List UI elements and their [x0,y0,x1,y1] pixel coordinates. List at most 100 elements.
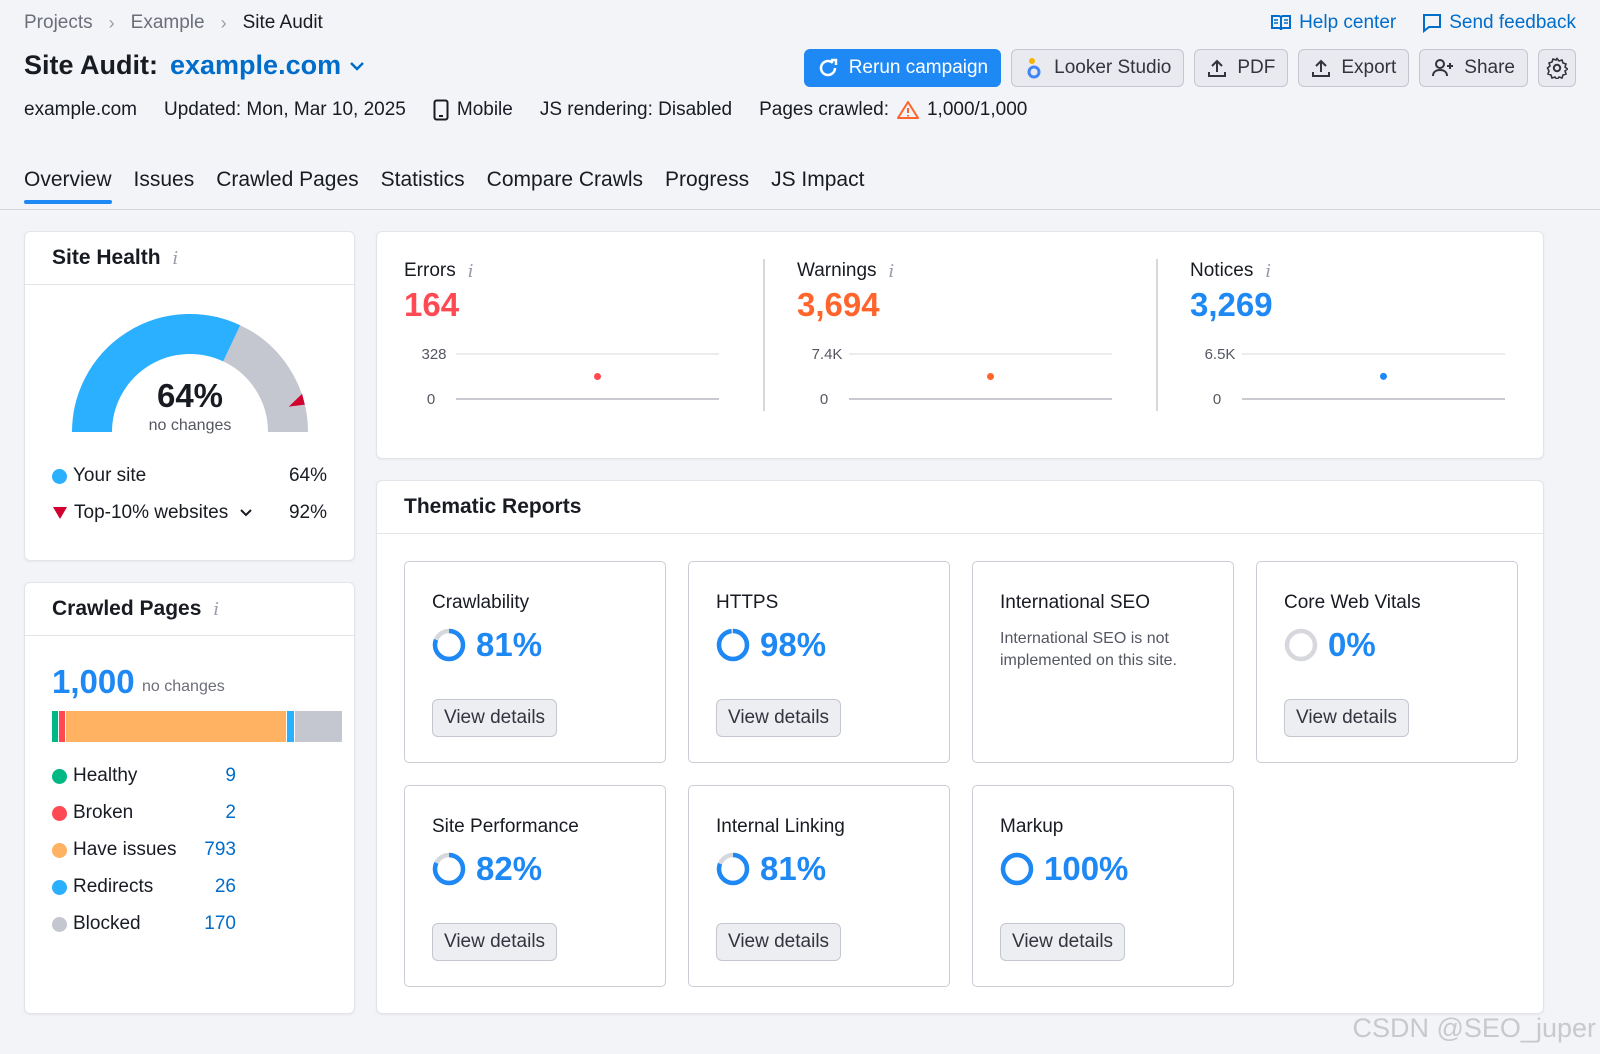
legend-dot [52,916,67,932]
legend-value[interactable]: 793 [204,839,236,860]
report-international-seo: International SEO International SEO is no… [972,561,1234,763]
triangle-down-icon [53,507,67,519]
breadcrumb-projects[interactable]: Projects [24,12,93,33]
legend-row-healthy: Healthy 9 [52,765,236,787]
view-details-button[interactable]: View details [1000,923,1126,961]
rerun-label: Rerun campaign [848,57,989,78]
legend-row-have-issues: Have issues 793 [52,839,236,861]
domain-selector[interactable]: example.com [170,50,342,80]
data-point[interactable] [987,373,994,380]
info-icon[interactable]: i [1265,260,1272,282]
view-details-button[interactable]: View details [1284,699,1410,737]
metric-value[interactable]: 164 [404,286,460,323]
metric-label: Notices [1190,260,1254,281]
meta-device: Mobile [433,99,513,121]
progress-ring [1000,852,1034,886]
toolbar: Rerun campaign Looker Studio PDF Export … [803,49,1576,87]
metric-label: Warnings [797,260,877,281]
y-max-label: 328 [421,346,446,363]
breadcrumb: Projects › Example › Site Audit [24,12,323,34]
view-details-button[interactable]: View details [716,923,842,961]
crawled-pages-header: Crawled Pages i [25,583,354,636]
report-title: HTTPS [716,592,779,613]
tab-progress[interactable]: Progress [665,168,750,191]
legend-top-websites: Top-10% websites 92% [52,502,327,524]
report-value: 81% [476,626,543,663]
report-title: Markup [1000,816,1064,837]
watermark: CSDN @SEO_juper [1352,1013,1597,1043]
report-value: 81% [760,850,827,887]
legend-row-broken: Broken 2 [52,802,236,824]
help-links: Help center Send feedback [1270,12,1576,34]
thematic-reports-header: Thematic Reports [377,481,1543,534]
info-icon[interactable]: i [172,247,179,269]
gear-icon [1546,57,1568,79]
refresh-icon [819,58,837,77]
settings-button[interactable] [1538,49,1576,87]
report-crawlability: Crawlability 81% View details [404,561,666,763]
report-description: International SEO is not implemented on … [1000,630,1177,669]
view-details-button[interactable]: View details [716,699,842,737]
your-site-dot [52,468,67,484]
info-icon[interactable]: i [213,598,220,620]
share-button[interactable]: Share [1419,49,1528,87]
thematic-reports-card: Thematic Reports Crawlability 81% View det… [376,480,1544,1014]
view-details-button[interactable]: View details [432,923,558,961]
legend-value[interactable]: 9 [225,765,236,786]
legend-value[interactable]: 26 [214,876,236,897]
legend-label: Redirects [73,876,154,897]
site-health-gauge: 64% no changes [72,314,308,434]
tab-overview[interactable]: Overview [24,168,112,204]
legend-row-redirects: Redirects 26 [52,876,236,898]
tab-compare-crawls[interactable]: Compare Crawls [486,168,644,191]
report-core-web-vitals: Core Web Vitals 0% View details [1256,561,1518,763]
looker-studio-button[interactable]: Looker Studio [1011,49,1185,87]
tab-statistics[interactable]: Statistics [380,168,465,191]
report-value: 82% [476,850,543,887]
chevron-down-icon[interactable] [349,60,365,72]
meta-js-rendering: JS rendering: Disabled [539,99,733,120]
metric-warnings: Warnings i 3,694 7.4K 0 [797,260,1137,408]
crawled-pages-bar [52,711,343,742]
tab-issues[interactable]: Issues [133,168,195,191]
y-zero-label: 0 [427,391,435,408]
report-title: International SEO [1000,592,1150,613]
progress-ring [432,628,466,662]
crawled-pages-total[interactable]: 1,000 [52,663,135,700]
help-center-link[interactable]: Help center [1270,12,1396,34]
pdf-label: PDF [1237,57,1276,78]
tab-js-impact[interactable]: JS Impact [771,168,865,191]
pdf-button[interactable]: PDF [1194,49,1289,87]
help-center-label: Help center [1299,12,1397,33]
breadcrumb-example[interactable]: Example [130,12,205,33]
metric-errors: Errors i 164 328 0 [404,260,744,408]
y-max-label: 7.4K [812,346,843,363]
device-label: Mobile [456,99,513,120]
view-details-button[interactable]: View details [432,699,558,737]
legend-dot [52,805,67,821]
metric-value[interactable]: 3,694 [797,286,880,323]
tab-crawled-pages[interactable]: Crawled Pages [216,168,359,191]
send-feedback-link[interactable]: Send feedback [1422,12,1576,34]
metric-label: Errors [404,260,456,281]
rerun-campaign-button[interactable]: Rerun campaign [803,49,1002,87]
data-point[interactable] [1380,372,1387,380]
top-10-marker [288,393,305,407]
site-health-title: Site Health [52,246,161,269]
meta-updated: Updated: Mon, Mar 10, 2025 [164,99,406,120]
data-point[interactable] [594,373,601,380]
legend-value[interactable]: 2 [225,802,236,823]
bar-segment-healthy [52,711,59,742]
thematic-reports-title: Thematic Reports [404,495,582,518]
top-websites-selector[interactable]: Top-10% websites [52,502,254,524]
legend-dot [52,768,67,784]
export-button[interactable]: Export [1298,49,1410,87]
add-user-icon [1432,59,1454,77]
metric-sparkline: 6.5K 0 [1205,346,1505,408]
legend-value[interactable]: 170 [204,913,236,934]
info-icon[interactable]: i [467,260,474,282]
crawled-pages-title: Crawled Pages [52,597,202,620]
progress-ring [432,852,466,886]
metric-value[interactable]: 3,269 [1190,286,1273,323]
info-icon[interactable]: i [888,260,895,282]
